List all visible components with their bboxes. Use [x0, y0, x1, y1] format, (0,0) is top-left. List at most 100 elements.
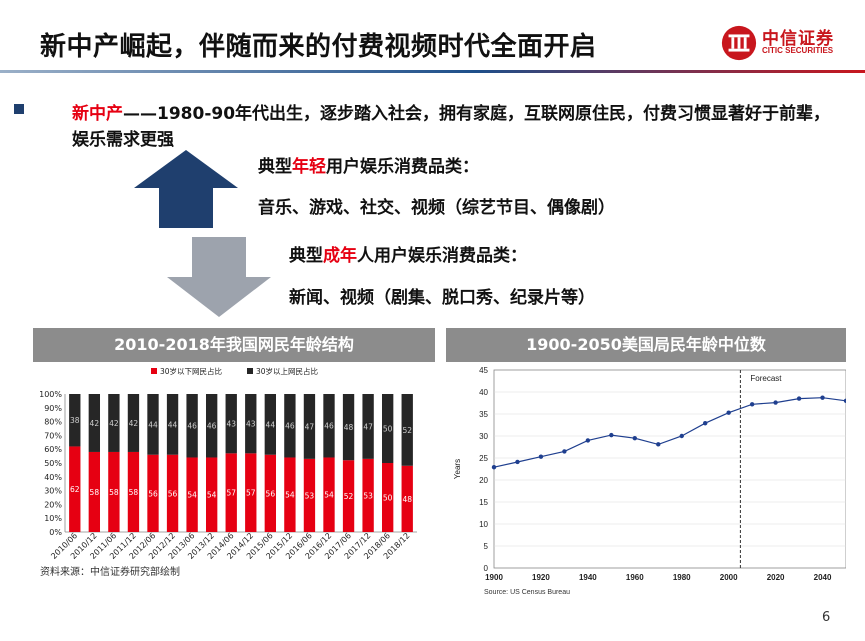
x-tick-label: 2040 — [814, 573, 832, 582]
bar-over30 — [225, 394, 237, 454]
median-age-line-chart: 0 5 10 15 20 25 30 35 40 45 1900 1920 1940 1960 1980 20… — [453, 366, 846, 596]
citic-logo-icon — [721, 25, 757, 61]
median-age-point — [726, 410, 731, 415]
median-age-point — [749, 402, 755, 407]
y-tick-label: 35 — [479, 410, 488, 419]
x-tick-label: 1980 — [673, 573, 691, 582]
chart-right-header: 1900-2050美国局民年龄中位数 — [446, 328, 846, 362]
bar-label-over30: 46 — [324, 422, 334, 431]
citic-logo: 中信证券 CITIC SECURITIES — [720, 22, 850, 66]
y-tick-label: 25 — [479, 454, 488, 463]
x-tick-label: 1960 — [626, 573, 644, 582]
bar-under30 — [205, 457, 218, 532]
bar-under30 — [342, 460, 355, 532]
legend-label-over30: 30岁以上网民占比 — [256, 366, 319, 376]
bar-under30 — [108, 451, 120, 532]
legend-label-under30: 30岁以下网民占比 — [160, 366, 223, 376]
y-tick-label: 30% — [44, 487, 62, 496]
logo-cn-text: 中信证券 — [762, 29, 834, 49]
adult-items: 新闻、视频（剧集、脱口秀、纪录片等） — [289, 288, 595, 308]
y-tick-label: 10% — [44, 514, 62, 523]
y-axis-label: Years — [453, 459, 462, 479]
bar-under30 — [284, 457, 296, 532]
bar-label-under30: 58 — [90, 488, 100, 497]
age-structure-bar-chart: 30岁以下网民占比 30岁以上网民占比 0% 10% 20% 30% 40% 50% 60% 70… — [39, 366, 417, 561]
bar-label-over30: 44 — [148, 420, 158, 429]
bar-label-over30: 48 — [344, 423, 354, 432]
page-title: 新中产崛起，伴随而来的付费视频时代全面开启 — [40, 32, 597, 62]
bar-over30 — [362, 394, 374, 459]
bar-label-under30: 53 — [363, 491, 373, 500]
y-tick-label: 0% — [49, 528, 62, 537]
bar-label-under30: 54 — [285, 491, 295, 500]
median-age-series-line — [493, 397, 846, 468]
bar-over30 — [69, 394, 81, 447]
bar-over30 — [205, 394, 218, 458]
bar-under30 — [147, 454, 159, 532]
y-tick-label: 100% — [39, 390, 62, 399]
bar-label-under30: 54 — [324, 491, 334, 500]
bar-label-under30: 54 — [187, 491, 197, 500]
bar-under30 — [127, 451, 140, 532]
bar-under30 — [69, 446, 81, 532]
bar-label-over30: 42 — [90, 419, 100, 428]
bar-under30 — [362, 458, 374, 532]
bar-label-under30: 58 — [109, 488, 119, 497]
adult-heading: 典型成年人用户娱乐消费品类： — [289, 246, 527, 266]
median-age-point — [820, 395, 825, 400]
bar-label-under30: 50 — [383, 494, 393, 503]
young-heading: 典型年轻用户娱乐消费品类： — [258, 157, 479, 177]
header-rule — [0, 70, 865, 73]
bar-under30 — [303, 458, 316, 532]
x-tick-label: 1940 — [579, 573, 597, 582]
bar-label-under30: 54 — [207, 491, 217, 500]
bar-over30 — [381, 394, 394, 463]
bar-under30 — [88, 451, 101, 532]
bar-label-over30: 44 — [168, 420, 178, 429]
y-tick-label: 50% — [44, 459, 62, 468]
y-tick-label: 45 — [479, 366, 488, 375]
bar-label-under30: 57 — [246, 489, 256, 498]
bar-label-under30: 56 — [168, 489, 178, 498]
forecast-label: Forecast — [750, 374, 782, 383]
y-tick-label: 90% — [44, 404, 62, 413]
x-tick-label: 2020 — [767, 573, 785, 582]
y-tick-label: 40% — [44, 473, 62, 482]
bar-label-under30: 58 — [129, 488, 139, 497]
bar-over30 — [88, 394, 101, 452]
y-tick-label: 20 — [479, 476, 488, 485]
chart-left-header: 2010-2018年我国网民年龄结构 — [33, 328, 435, 362]
bar-label-over30: 42 — [129, 419, 139, 428]
bar-label-under30: 48 — [402, 495, 412, 504]
bar-label-over30: 38 — [70, 416, 80, 425]
young-items: 音乐、游戏、社交、视频（综艺节目、偶像剧） — [258, 198, 615, 218]
bar-label-under30: 52 — [344, 492, 354, 501]
bar-label-over30: 42 — [109, 419, 119, 428]
bar-label-over30: 46 — [207, 422, 217, 431]
y-tick-label: 15 — [479, 498, 488, 507]
bar-over30 — [166, 394, 179, 455]
y-tick-label: 0 — [484, 564, 489, 573]
bar-under30 — [186, 457, 198, 532]
median-age-point — [585, 438, 591, 443]
page-number: 6 — [822, 610, 831, 625]
bar-over30 — [186, 394, 198, 458]
bar-label-over30: 47 — [363, 422, 373, 431]
bullet-rest: ——1980-90年代出生，逐步踏入社会，拥有家庭，互联网原住民，付费习惯显著好… — [72, 104, 831, 150]
bar-label-over30: 43 — [226, 420, 236, 429]
bar-under30 — [401, 465, 413, 532]
young-highlight: 年轻 — [292, 157, 326, 177]
legend-swatch-under30 — [151, 368, 157, 374]
bar-label-under30: 62 — [70, 485, 80, 494]
bar-label-under30: 56 — [148, 489, 158, 498]
y-tick-label: 60% — [44, 445, 62, 454]
median-age-point — [515, 459, 520, 465]
legend-swatch-over30 — [247, 368, 253, 374]
x-tick-label: 1920 — [532, 573, 550, 582]
bullet-highlight: 新中产 — [72, 104, 123, 124]
bar-over30 — [323, 394, 335, 458]
bar-over30 — [108, 394, 120, 452]
median-age-point — [843, 398, 846, 403]
bar-under30 — [225, 453, 237, 532]
adult-highlight: 成年 — [323, 246, 357, 266]
